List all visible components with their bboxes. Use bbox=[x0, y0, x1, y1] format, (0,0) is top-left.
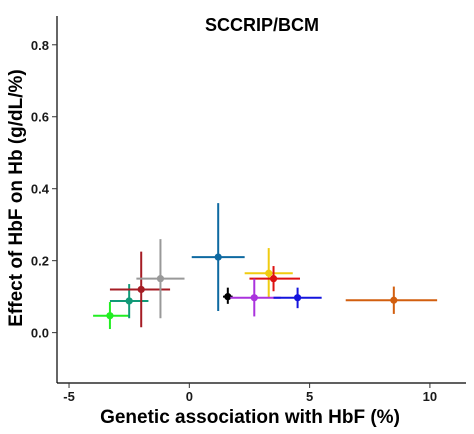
data-point bbox=[390, 296, 398, 304]
data-point bbox=[250, 294, 258, 302]
chart-title: SCCRIP/BCM bbox=[205, 15, 319, 35]
axes bbox=[56, 16, 466, 384]
data-point-group bbox=[136, 239, 185, 319]
data-point bbox=[137, 285, 145, 294]
data-points bbox=[93, 203, 438, 330]
data-point-group bbox=[249, 266, 300, 292]
y-tick-label: 0.4 bbox=[31, 182, 50, 197]
x-ticks: -5 0 5 10 bbox=[63, 383, 437, 404]
y-tick-label: 0.6 bbox=[31, 110, 49, 125]
x-axis-label: Genetic association with HbF (%) bbox=[100, 407, 400, 428]
data-point bbox=[214, 253, 222, 261]
data-point-group bbox=[191, 203, 245, 312]
x-tick-label: 0 bbox=[186, 389, 193, 404]
x-tick-label: 5 bbox=[306, 389, 313, 404]
data-point bbox=[106, 312, 114, 320]
data-point bbox=[293, 294, 302, 302]
data-point-group bbox=[273, 287, 322, 309]
y-tick-label: 0.0 bbox=[31, 326, 49, 341]
data-point bbox=[269, 275, 278, 283]
y-ticks: 0.0 0.2 0.4 0.6 0.8 bbox=[31, 38, 57, 341]
data-point-group bbox=[223, 287, 233, 304]
data-point-group bbox=[230, 278, 281, 317]
data-point bbox=[265, 269, 273, 277]
data-point bbox=[156, 275, 165, 283]
data-point-group bbox=[345, 286, 438, 314]
y-tick-label: 0.8 bbox=[31, 38, 49, 53]
y-axis-label: Effect of HbF on Hb (g/dL/%) bbox=[6, 69, 27, 327]
x-tick-label: -5 bbox=[63, 389, 75, 404]
data-point-group bbox=[93, 302, 130, 330]
data-point bbox=[125, 297, 133, 305]
x-tick-label: 10 bbox=[423, 389, 437, 404]
data-point-group bbox=[244, 248, 293, 299]
y-tick-label: 0.2 bbox=[31, 254, 49, 269]
data-point bbox=[224, 293, 232, 301]
